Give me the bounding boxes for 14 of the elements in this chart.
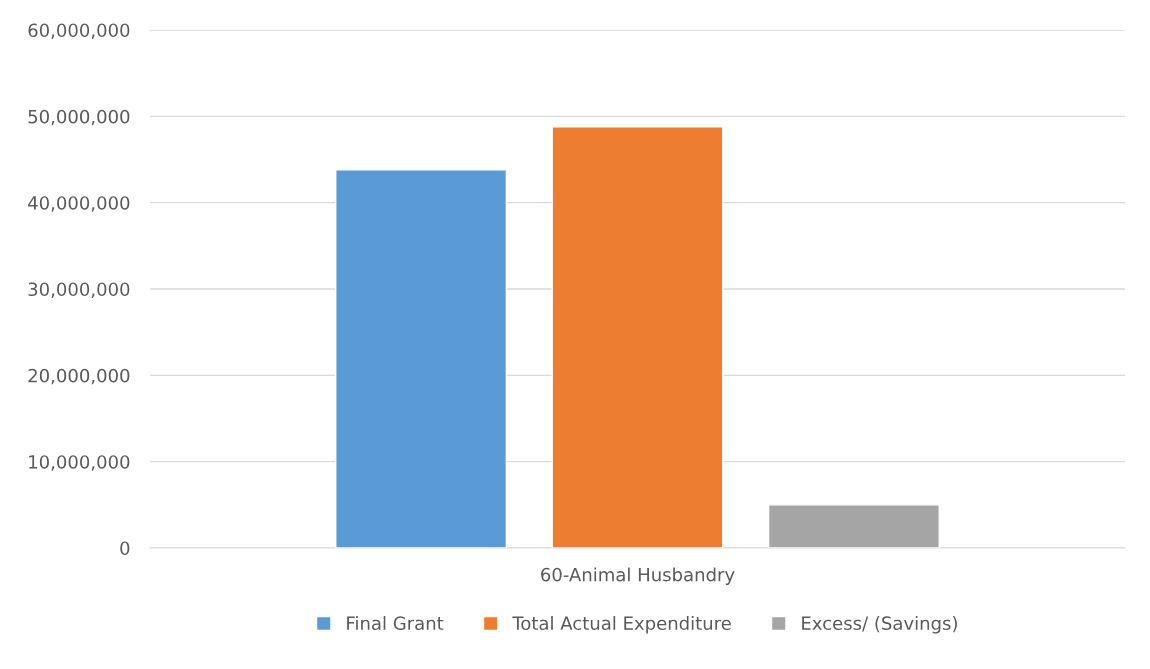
legend-label: Total Actual Expenditure: [512, 616, 731, 634]
y-tick-label: 50,000,000: [28, 109, 130, 126]
bar: [767, 504, 940, 548]
x-tick-label: 60-Animal Husbandry: [541, 567, 735, 585]
legend-label: Excess/ (Savings): [802, 616, 957, 634]
y-tick-label: 0: [120, 541, 130, 556]
y-tick-label: 20,000,000: [28, 368, 130, 385]
bar: [551, 125, 724, 548]
y-tick-label: 40,000,000: [28, 196, 130, 212]
bar: [335, 169, 508, 548]
y-tick-label: 60,000,000: [28, 23, 130, 39]
y-tick-label: 10,000,000: [29, 455, 130, 471]
legend-label: Final Grant: [347, 616, 444, 631]
y-tick-label: 30,000,000: [28, 282, 130, 298]
